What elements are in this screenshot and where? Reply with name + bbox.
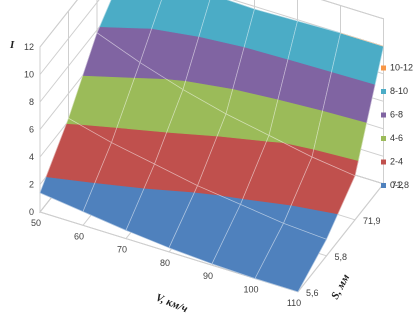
- axis-ticks: 0 2 4 6 8 10 12 50 60 70 80 90 100 110 5,6 5,8 71,9 71,8: [24, 42, 409, 308]
- z-tick-label: 2: [29, 180, 34, 190]
- legend-label: 0-2: [390, 180, 403, 190]
- x-tick-label: 50: [31, 218, 41, 228]
- y-axis-title: S, мм: [329, 272, 352, 302]
- legend-label: 2-4: [390, 157, 403, 167]
- legend-label: 6-8: [390, 110, 403, 120]
- legend-label: 10-12: [390, 63, 413, 73]
- z-axis-title: I: [9, 39, 15, 51]
- legend-swatch: [381, 183, 386, 188]
- x-axis-title: V, км/ч: [154, 292, 190, 316]
- legend-swatch: [381, 136, 386, 141]
- y-tick-label: 71,9: [363, 216, 381, 226]
- legend-label: 4-6: [390, 133, 403, 143]
- floor-gridline: [297, 183, 384, 293]
- legend-swatch: [381, 89, 386, 94]
- z-tick-label: 10: [24, 70, 34, 80]
- legend: 10-12 8-10 6-8 4-6 2-4 0-2: [381, 63, 413, 190]
- surface-mesh-cell: [254, 222, 327, 293]
- y-tick-label: 5,6: [306, 288, 319, 298]
- x-tick-label: 90: [203, 271, 213, 281]
- z-tick-label: 4: [29, 152, 34, 162]
- legend-swatch: [381, 65, 386, 71]
- legend-swatch: [381, 159, 386, 165]
- z-tick-label: 6: [29, 125, 34, 135]
- legend-swatch: [381, 112, 386, 118]
- z-tick-label: 8: [29, 97, 34, 107]
- surface-band-patch: [99, 0, 162, 29]
- y-tick-label: 71,8: [392, 180, 410, 190]
- legend-label: 8-10: [390, 86, 408, 96]
- z-tick-label: 0: [29, 207, 34, 217]
- x-tick-label: 110: [287, 298, 301, 308]
- x-tick-label: 70: [117, 245, 127, 255]
- y-tick-label: 5,8: [335, 252, 348, 262]
- x-tick-label: 60: [74, 231, 84, 241]
- x-tick-label: 80: [160, 258, 170, 268]
- surface-plot: [39, 0, 384, 293]
- x-tick-label: 100: [243, 285, 258, 295]
- z-tick-label: 12: [24, 42, 34, 52]
